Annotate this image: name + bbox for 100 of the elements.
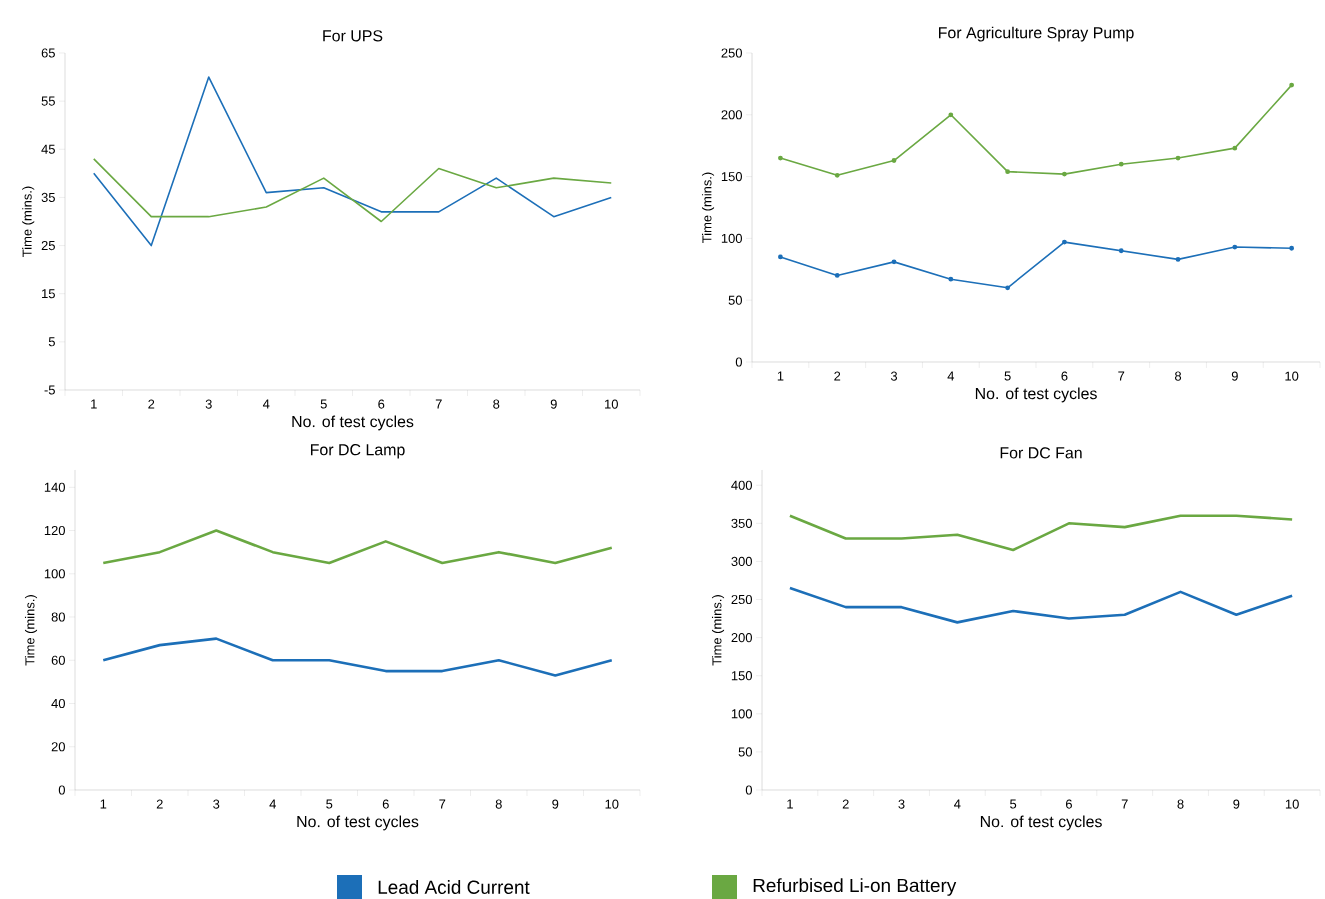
y-tick-label: 100: [721, 233, 742, 243]
x-tick-label: 5: [1010, 799, 1017, 809]
y-tick-label: 200: [731, 633, 752, 643]
x-axis-title: No. of test cycles: [980, 815, 1102, 831]
x-tick-label: 6: [382, 799, 389, 809]
point: [834, 273, 840, 278]
x-tick-label: 6: [1061, 371, 1068, 381]
point: [1232, 145, 1238, 151]
point: [1175, 257, 1181, 262]
y-axis-title: Time (mins.): [711, 595, 725, 666]
x-tick-label: 1: [787, 799, 793, 809]
y-tick-label: 200: [721, 110, 742, 120]
y-tick-label: 0: [58, 785, 65, 795]
x-tick-label: 1: [91, 399, 97, 409]
point: [1118, 161, 1124, 167]
x-tick-label: 2: [156, 799, 163, 809]
y-tick-label: 25: [41, 240, 55, 251]
y-tick-label: 60: [51, 655, 65, 665]
y-tick-label: 50: [728, 295, 742, 305]
x-tick-label: 1: [100, 799, 107, 809]
x-tick-label: 4: [269, 799, 276, 809]
y-tick-label: -5: [44, 385, 55, 395]
x-tick-label: 8: [493, 399, 500, 409]
y-tick-label: 80: [51, 612, 65, 622]
y-tick-label: 5: [48, 337, 55, 347]
line-series: [788, 586, 1294, 624]
legend-label: Lead Acid Current: [378, 880, 530, 894]
y-tick-label: 45: [41, 144, 55, 154]
point: [1005, 285, 1011, 291]
point: [891, 259, 897, 265]
y-tick-label: 0: [745, 785, 752, 795]
line-series: [92, 76, 613, 247]
y-tick-label: 0: [735, 357, 742, 367]
y-tick-label: 15: [42, 289, 55, 299]
point: [1005, 169, 1011, 175]
x-tick-label: 3: [898, 799, 905, 809]
x-tick-label: 8: [1177, 799, 1184, 809]
x-tick-label: 3: [205, 399, 212, 409]
y-tick-label: 100: [731, 709, 752, 719]
x-tick-label: 1: [777, 371, 784, 381]
chart-title: For DC Fan: [1000, 447, 1082, 459]
x-tick-label: 10: [605, 799, 619, 809]
x-tick-label: 4: [947, 371, 955, 381]
point: [1232, 244, 1238, 250]
y-tick-label: 140: [44, 482, 65, 492]
point: [948, 112, 954, 118]
x-tick-label: 10: [1285, 371, 1299, 381]
x-tick-label: 4: [954, 799, 961, 809]
x-tick-label: 7: [1121, 799, 1128, 809]
y-tick-label: 50: [738, 747, 752, 757]
x-tick-label: 2: [148, 399, 155, 409]
x-tick-label: 10: [1285, 799, 1299, 809]
y-tick-label: 150: [721, 172, 742, 182]
point: [1175, 155, 1181, 161]
x-tick-label: 7: [439, 799, 446, 809]
y-tick-label: 55: [41, 96, 55, 106]
y-axis-title: Time (mins.): [701, 172, 715, 243]
point: [1062, 239, 1067, 245]
line-series: [788, 514, 1294, 552]
y-tick-label: 300: [731, 556, 752, 567]
point: [1289, 245, 1295, 251]
y-tick-label: 20: [51, 742, 65, 752]
x-axis-title: No. of test cycles: [975, 387, 1097, 403]
x-tick-label: 9: [550, 399, 557, 409]
x-tick-label: 10: [605, 399, 618, 409]
y-axis-title: Time (mins.): [24, 595, 38, 666]
x-tick-label: 2: [842, 799, 849, 809]
y-tick-label: 350: [731, 518, 752, 528]
chart-title: For UPS: [323, 30, 383, 42]
x-tick-label: 5: [326, 799, 333, 809]
point: [1118, 248, 1124, 254]
point: [778, 155, 783, 161]
line-series: [92, 158, 613, 223]
x-tick-label: 5: [1004, 371, 1011, 381]
line-series: [101, 637, 614, 677]
y-tick-label: 35: [41, 192, 55, 202]
x-tick-label: 8: [1174, 371, 1182, 381]
y-tick-label: 150: [731, 671, 752, 681]
y-tick-label: 250: [721, 48, 742, 58]
x-tick-label: 9: [1233, 799, 1240, 809]
point: [948, 276, 954, 282]
point: [1062, 171, 1067, 177]
x-tick-label: 4: [262, 399, 270, 409]
x-tick-label: 8: [495, 799, 502, 809]
point: [1289, 82, 1295, 88]
chart-title: For Agriculture Spray Pump: [939, 26, 1134, 42]
point: [778, 254, 783, 260]
x-axis-title: No. of test cycles: [297, 815, 419, 831]
x-tick-label: 2: [834, 371, 841, 381]
point: [834, 172, 840, 178]
y-tick-label: 100: [44, 569, 65, 579]
y-tick-label: 40: [51, 698, 65, 709]
x-tick-label: 6: [378, 399, 385, 409]
y-tick-label: 120: [44, 525, 65, 536]
x-tick-label: 9: [1231, 371, 1238, 381]
x-tick-label: 3: [213, 799, 220, 809]
x-tick-label: 6: [1065, 799, 1072, 809]
x-tick-label: 7: [1118, 371, 1125, 381]
x-tick-label: 9: [552, 799, 559, 809]
y-tick-label: 250: [731, 594, 752, 605]
